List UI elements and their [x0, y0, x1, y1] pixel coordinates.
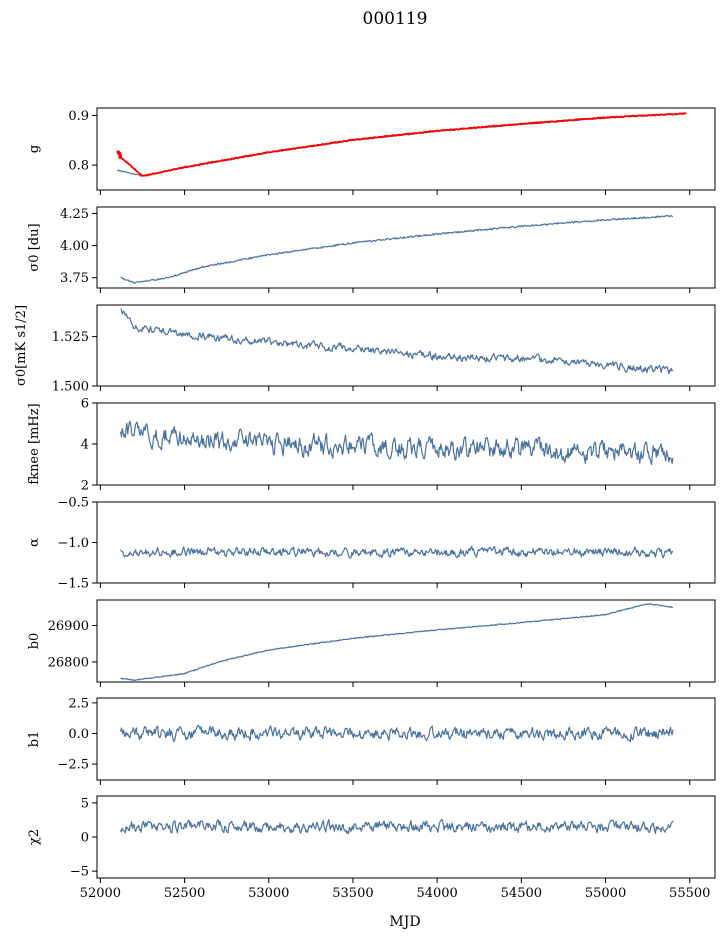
series-g-1 — [117, 112, 674, 177]
xtick-label: 55000 — [585, 886, 626, 901]
series-b0-1 — [120, 603, 673, 682]
xtick-label: 55500 — [669, 886, 710, 901]
ytick-label: 3.75 — [60, 271, 89, 286]
panels: 0.8 0.9 g 3.75 4.00 4.25 σ0 [du] 1.500 1.525 σ0[m… — [14, 107, 716, 901]
panel-sigma0_mk: 1.500 1.525 σ0[mK s1/2] — [14, 304, 716, 395]
xtick-label: 54500 — [501, 886, 542, 901]
ytick-label: 2.5 — [68, 696, 89, 711]
ytick-label: −0.5 — [57, 496, 89, 511]
ytick-label: 0.8 — [68, 159, 89, 174]
y-axis-label-chi2: χ2 — [27, 829, 42, 845]
panel-b0: 26800 26900 b0 — [27, 599, 716, 687]
series-sigma0_mk-1 — [120, 308, 674, 375]
figure-suptitle: 000119 — [363, 9, 428, 29]
panel-g: 0.8 0.9 g — [27, 107, 716, 195]
axes-frame-alpha — [96, 501, 716, 584]
series-g-2 — [116, 112, 687, 177]
series-sigma0_du-1 — [120, 214, 674, 284]
y-axis-label-b0: b0 — [27, 633, 42, 650]
y-axis-label-b1: b1 — [27, 731, 42, 748]
y-axis-label-g: g — [27, 145, 42, 153]
ytick-label: 26900 — [48, 619, 89, 634]
ytick-label: 4 — [81, 438, 89, 453]
series-fknee-1 — [120, 420, 674, 466]
ytick-label: 0.0 — [68, 727, 89, 742]
ytick-label: 0 — [81, 831, 89, 846]
ytick-label: 4.25 — [60, 207, 89, 222]
axes-frame-sigma0_mk — [96, 304, 716, 387]
panel-chi2: −5 0 5 52000 52500 53000 53500 54000 54500 55000 5… — [27, 795, 716, 901]
ytick-label: 2 — [81, 479, 89, 494]
ytick-label: 1.500 — [52, 380, 89, 395]
ytick-label: 6 — [81, 397, 89, 412]
panel-sigma0_du: 3.75 4.00 4.25 σ0 [du] — [27, 206, 716, 293]
ytick-label: 1.525 — [52, 330, 89, 345]
ytick-label: 26800 — [48, 655, 89, 670]
xtick-label: 53500 — [332, 886, 373, 901]
x-axis-label: MJD — [389, 914, 420, 930]
axes-frame-b0 — [96, 599, 716, 683]
y-axis-label-alpha: α — [27, 538, 42, 547]
axes-frame-chi2 — [96, 795, 716, 879]
axes-frame-sigma0_du — [96, 206, 716, 289]
xtick-label: 54000 — [416, 886, 457, 901]
panel-b1: −2.5 0.0 2.5 b1 — [27, 696, 716, 785]
panel-fknee: 2 4 6 fknee [mHz] — [27, 397, 716, 494]
ytick-label: −5 — [70, 865, 89, 880]
ytick-label: 5 — [81, 796, 89, 811]
panel-alpha: −1.5 −1.0 −0.5 α — [27, 496, 716, 592]
xtick-label: 53000 — [248, 886, 289, 901]
xtick-label: 52000 — [80, 886, 121, 901]
series-b1-1 — [120, 724, 674, 743]
axes-frame-g — [96, 107, 716, 191]
ytick-label: −1.0 — [57, 536, 89, 551]
ytick-label: −2.5 — [57, 758, 89, 773]
xtick-label: 52500 — [164, 886, 205, 901]
y-axis-label-sigma0_mk: σ0[mK s1/2] — [14, 305, 29, 386]
y-axis-label-fknee: fknee [mHz] — [27, 403, 42, 484]
axes-frame-b1 — [96, 697, 716, 781]
series-chi2-1 — [120, 818, 674, 835]
ytick-label: 0.9 — [68, 109, 89, 124]
series-alpha-1 — [120, 545, 674, 559]
ytick-label: −1.5 — [57, 577, 89, 592]
ytick-label: 4.00 — [60, 239, 89, 254]
y-axis-label-sigma0_du: σ0 [du] — [27, 223, 42, 271]
